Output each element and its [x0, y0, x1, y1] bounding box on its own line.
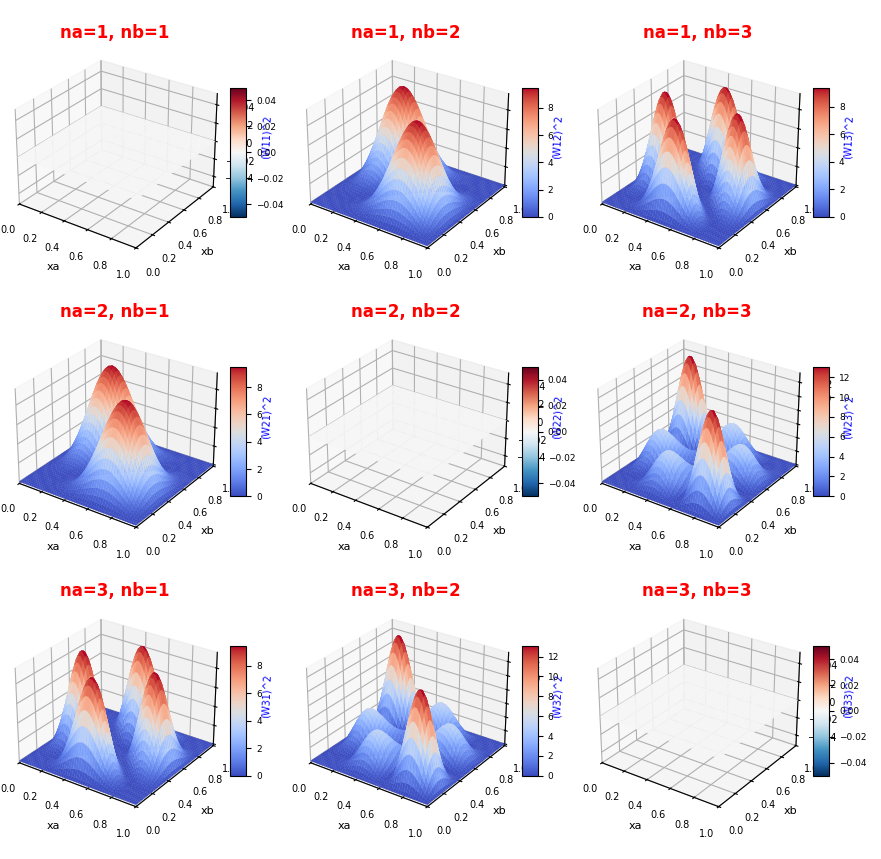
Y-axis label: xb: xb — [784, 527, 797, 536]
X-axis label: xa: xa — [629, 821, 642, 831]
Y-axis label: xb: xb — [784, 806, 797, 816]
Title: na=1, nb=2: na=1, nb=2 — [352, 24, 461, 42]
X-axis label: xa: xa — [337, 541, 351, 551]
Title: na=3, nb=2: na=3, nb=2 — [352, 582, 461, 600]
Title: na=2, nb=3: na=2, nb=3 — [642, 303, 752, 321]
Y-axis label: xb: xb — [492, 806, 506, 816]
X-axis label: xa: xa — [46, 262, 60, 272]
X-axis label: xa: xa — [629, 541, 642, 551]
Y-axis label: xb: xb — [492, 527, 506, 536]
Title: na=3, nb=1: na=3, nb=1 — [60, 582, 169, 600]
Y-axis label: xb: xb — [201, 806, 215, 816]
Title: na=1, nb=3: na=1, nb=3 — [642, 24, 752, 42]
X-axis label: xa: xa — [46, 821, 60, 831]
X-axis label: xa: xa — [337, 821, 351, 831]
Title: na=3, nb=3: na=3, nb=3 — [642, 582, 752, 600]
Y-axis label: xb: xb — [201, 527, 215, 536]
Y-axis label: xb: xb — [784, 247, 797, 257]
Title: na=2, nb=2: na=2, nb=2 — [352, 303, 461, 321]
X-axis label: xa: xa — [629, 262, 642, 272]
X-axis label: xa: xa — [337, 262, 351, 272]
Y-axis label: xb: xb — [492, 247, 506, 257]
Y-axis label: xb: xb — [201, 247, 215, 257]
X-axis label: xa: xa — [46, 541, 60, 551]
Title: na=1, nb=1: na=1, nb=1 — [60, 24, 169, 42]
Title: na=2, nb=1: na=2, nb=1 — [60, 303, 169, 321]
